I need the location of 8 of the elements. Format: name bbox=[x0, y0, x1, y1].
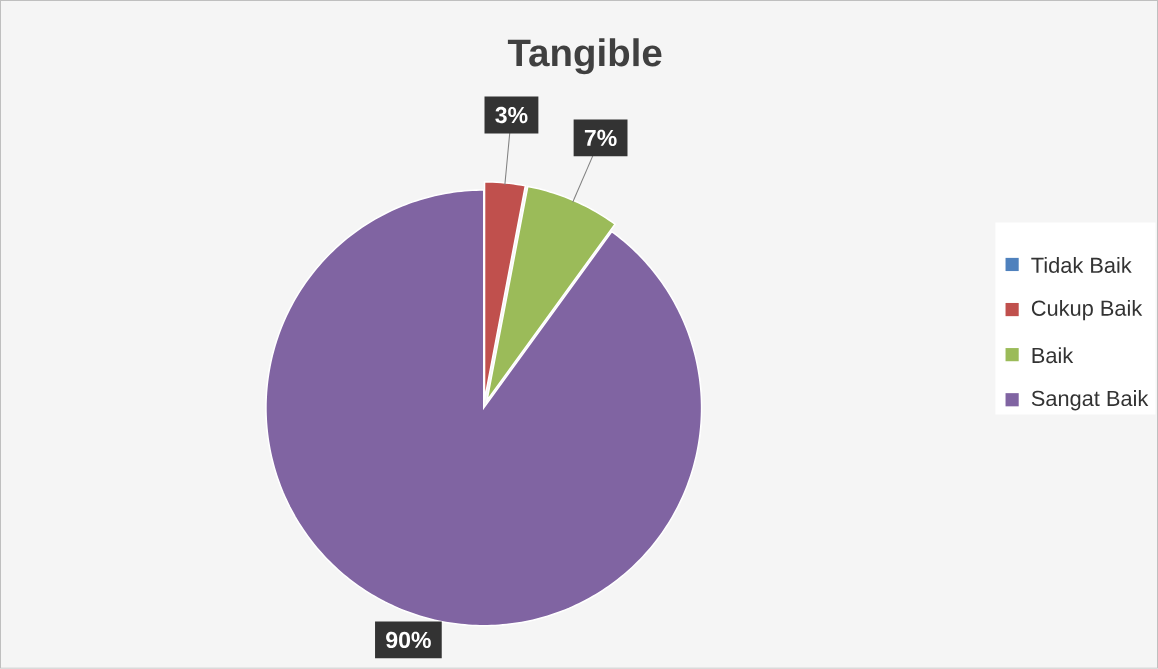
legend-label: Cukup Baik bbox=[1031, 300, 1143, 321]
data-label: 90% bbox=[386, 631, 431, 649]
legend-label: Sangat Baik bbox=[1031, 390, 1149, 411]
data-label: 3% bbox=[495, 106, 528, 124]
chart-title: Tangible bbox=[507, 38, 662, 75]
data-label: 7% bbox=[584, 129, 617, 147]
legend-label: Baik bbox=[1032, 347, 1074, 364]
legend-label: Tidak Baik bbox=[1031, 257, 1132, 274]
